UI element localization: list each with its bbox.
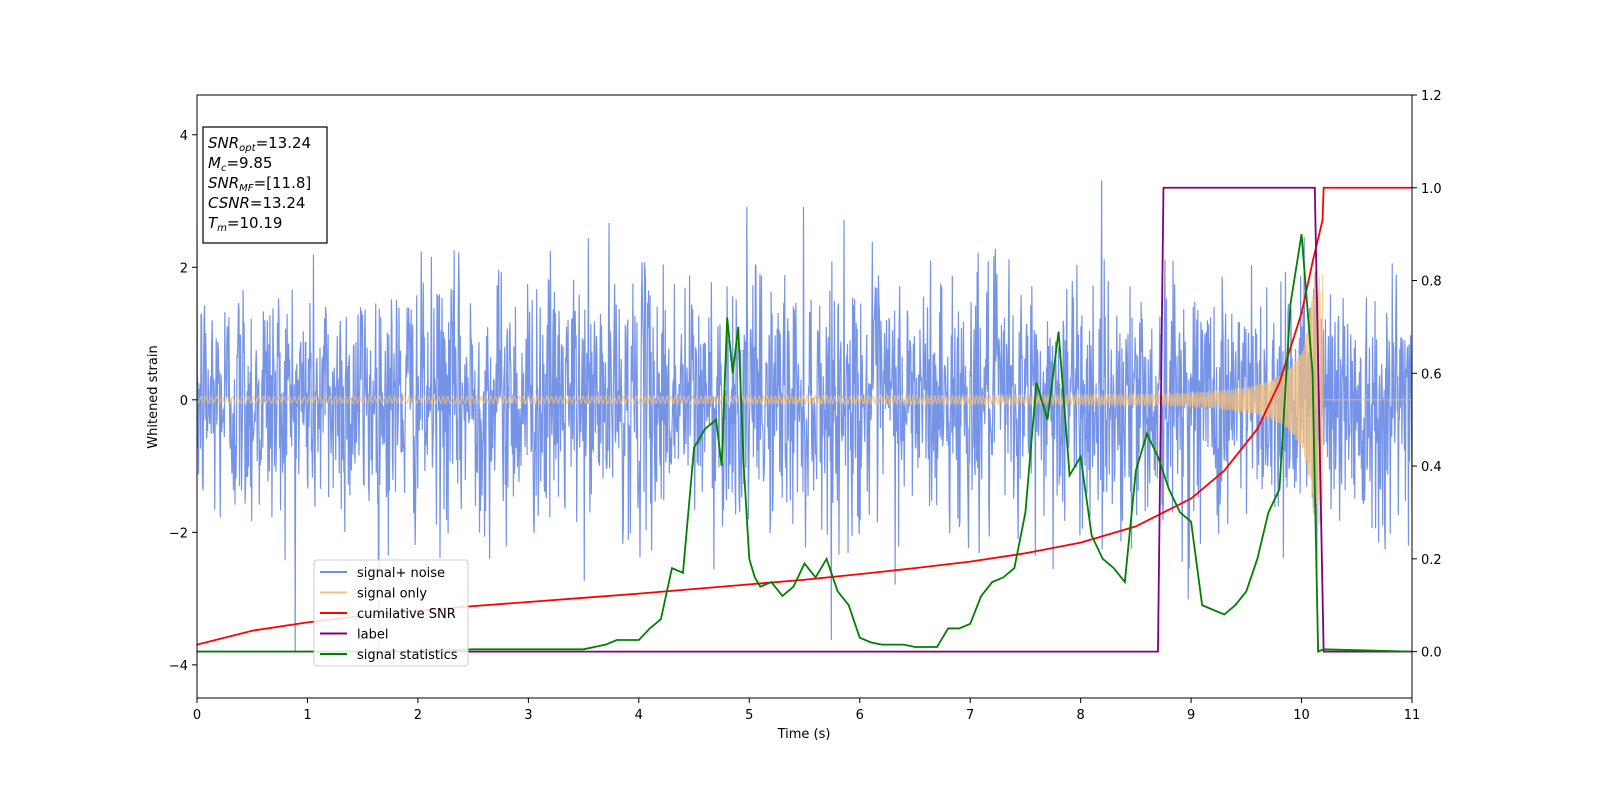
legend-label: signal statistics [357, 648, 458, 663]
legend: signal+ noise signal only cumilative SNR la… [313, 559, 469, 667]
series-signal-only-line [197, 274, 1412, 526]
y2-tick-label: 0.8 [1421, 275, 1442, 290]
x-axis-label: Time (s) [777, 727, 831, 742]
annotation-line: SNRopt=13.24 [208, 134, 311, 154]
x-tick-label: 3 [524, 708, 532, 723]
legend-label: signal+ noise [357, 566, 445, 581]
y-tick-label: −4 [169, 659, 188, 674]
x-tick-label: 4 [635, 708, 643, 723]
x-tick-label: 1 [303, 708, 311, 723]
annotation-line: SNRMF=[11.8] [208, 174, 311, 194]
y-tick-label: 0 [180, 394, 188, 409]
legend-label: signal only [357, 587, 427, 602]
series-label-line [197, 186, 1412, 653]
y2-tick-label: 0.0 [1421, 646, 1442, 661]
x-tick-label: 5 [745, 708, 753, 723]
x-tick-label: 0 [193, 708, 201, 723]
axes-layer: 0 1 2 3 4 5 6 7 8 9 10 11 −4 −2 0 2 4 0.0 0.2 0.4 0.6 0.8 1.0 1… [169, 89, 1442, 723]
x-tick-label: 9 [1187, 708, 1195, 723]
y-tick-label: 2 [180, 261, 188, 276]
y2-tick-label: 1.0 [1421, 182, 1442, 197]
y2-tick-label: 1.2 [1421, 89, 1442, 104]
x-tick-label: 6 [856, 708, 864, 723]
series-signal-noise-line [197, 180, 1412, 664]
x-tick-label: 10 [1293, 708, 1310, 723]
series-signal-statistics-line [197, 234, 1412, 653]
x-tick-label: 11 [1404, 708, 1421, 723]
annotation-line: Mc=9.85 [208, 154, 272, 174]
legend-label: cumilative SNR [357, 607, 456, 622]
annotation-line: CSNR=13.24 [208, 194, 305, 212]
y-tick-label: −2 [169, 526, 188, 541]
y-axis-label: Whitened strain [146, 345, 161, 448]
y2-tick-label: 0.2 [1421, 553, 1442, 568]
annotation-box: SNRopt=13.24Mc=9.85SNRMF=[11.8]CSNR=13.2… [202, 126, 328, 244]
legend-label: label [357, 628, 388, 643]
x-tick-label: 8 [1076, 708, 1084, 723]
y-tick-label: 4 [180, 129, 188, 144]
plot-frame [196, 94, 1413, 699]
y2-tick-label: 0.4 [1421, 460, 1442, 475]
x-tick-label: 2 [414, 708, 422, 723]
annotation-line: Tm=10.19 [208, 214, 282, 234]
x-tick-label: 7 [966, 708, 974, 723]
y2-tick-label: 0.6 [1421, 367, 1442, 382]
